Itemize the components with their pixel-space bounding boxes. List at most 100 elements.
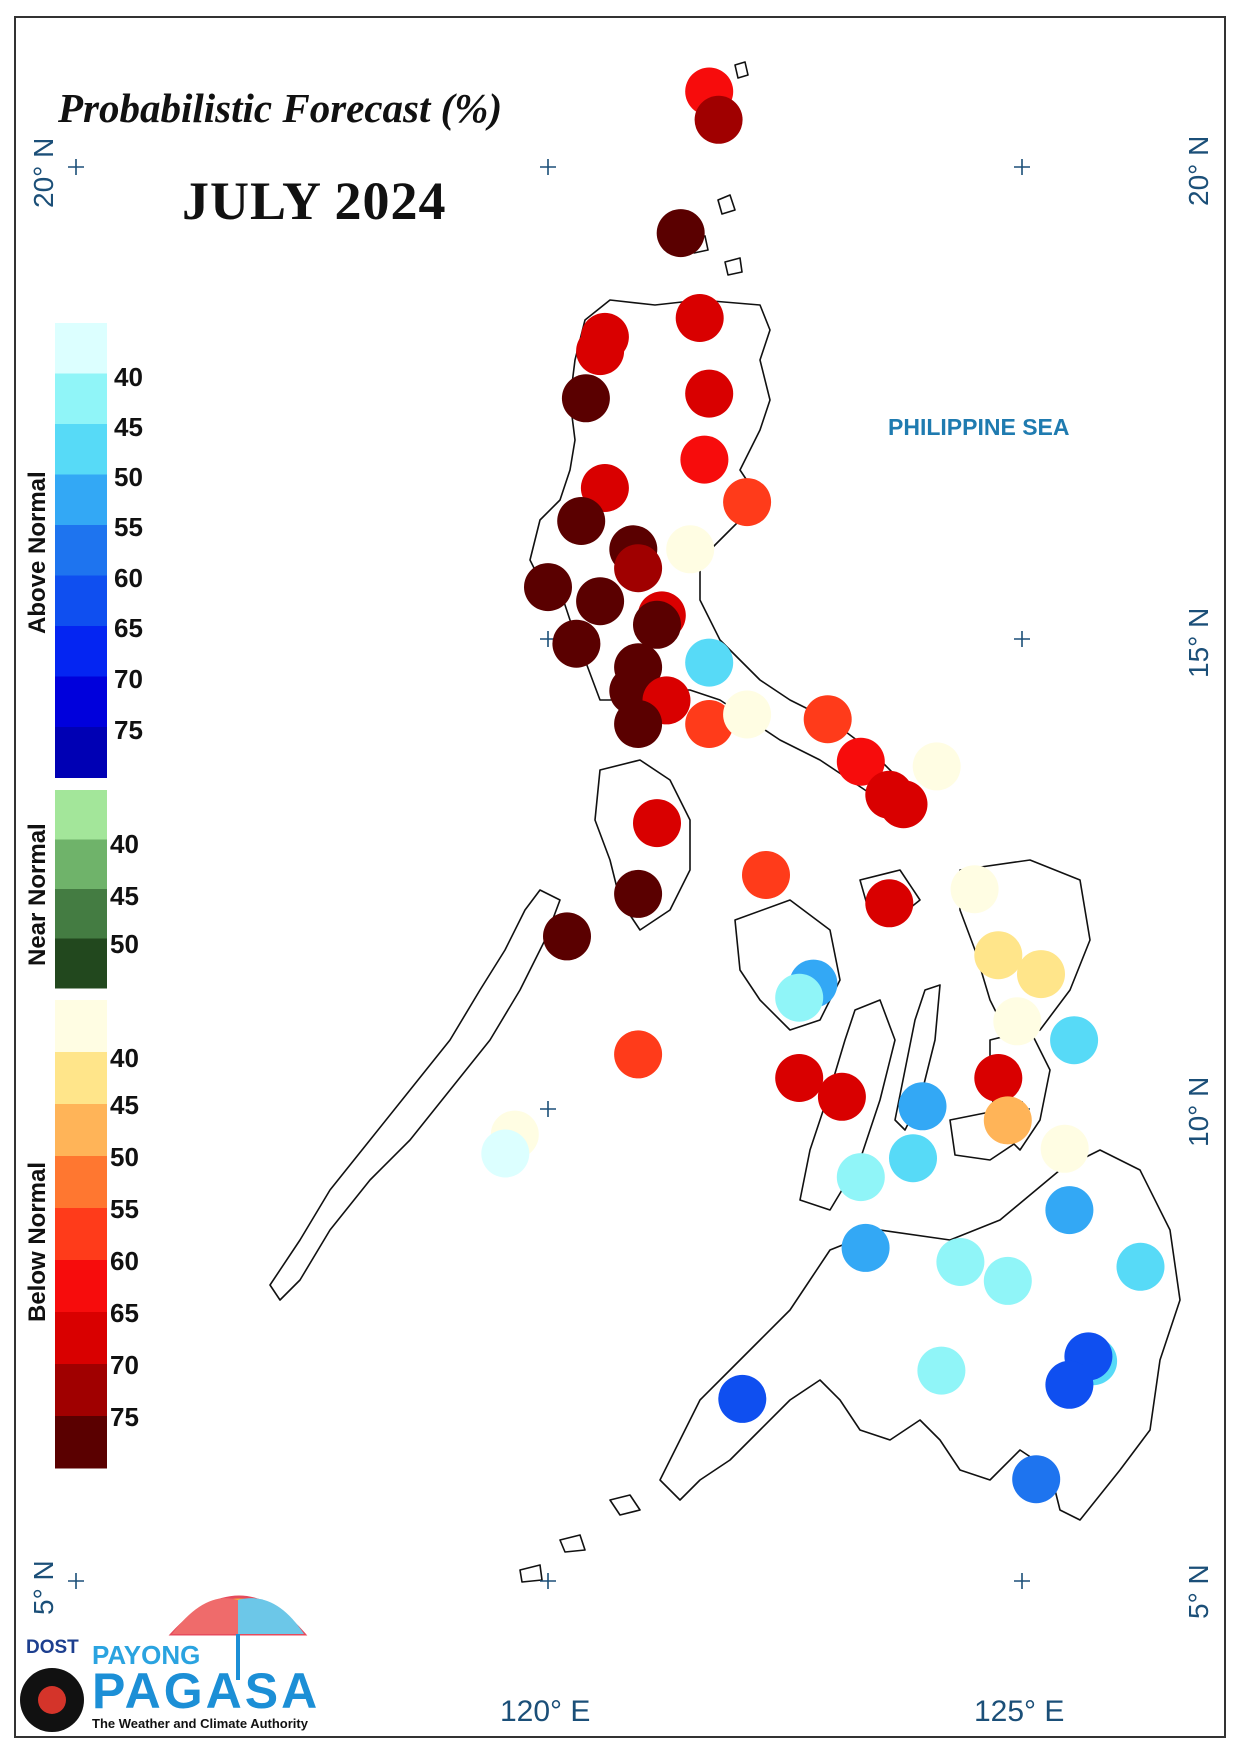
legend-tick: 60	[114, 563, 143, 593]
legend-swatch	[55, 1260, 107, 1313]
graticule-cross	[68, 159, 84, 175]
station-marker	[1012, 1455, 1061, 1504]
station-marker	[865, 879, 914, 928]
lon-label-120: 120° E	[500, 1695, 591, 1728]
station-marker	[481, 1129, 530, 1178]
station-marker	[614, 700, 663, 748]
legend-tick: 55	[114, 512, 143, 542]
station-marker	[680, 435, 729, 484]
logo-dost-text: DOST	[26, 1637, 79, 1658]
legend-tick: 75	[114, 715, 143, 745]
station-marker	[974, 1054, 1023, 1102]
lat-label-20-left: 20° N	[28, 137, 59, 208]
station-marker	[723, 690, 772, 739]
legend-below-normal-label: Below Normal	[24, 1161, 51, 1322]
station-marker	[685, 369, 734, 418]
station-marker	[580, 464, 629, 512]
legend-tick: 65	[114, 613, 143, 643]
station-marker	[694, 95, 743, 144]
station-marker	[561, 374, 610, 423]
legend-tick: 75	[110, 1402, 139, 1432]
northern-islands	[689, 61, 749, 276]
station-marker	[879, 780, 928, 829]
station-marker	[1116, 1242, 1165, 1291]
logo-tagline: The Weather and Climate Authority	[92, 1716, 308, 1731]
graticule-cross	[540, 159, 556, 175]
legend-tick: 40	[110, 1043, 139, 1073]
legend-tick: 45	[110, 881, 139, 911]
station-marker	[685, 700, 734, 748]
lat-label-5-left: 5° N	[28, 1560, 59, 1615]
legend-swatch	[55, 575, 107, 627]
station-marker	[1040, 1124, 1089, 1173]
legend-tick: 40	[110, 829, 139, 859]
station-marker	[836, 737, 885, 786]
station-marker	[557, 497, 606, 545]
mindanao-outline	[659, 1149, 1181, 1521]
station-marker	[524, 563, 572, 612]
station-marker	[614, 869, 663, 918]
station-marker	[576, 327, 625, 376]
legend-swatch	[55, 626, 107, 677]
station-marker	[685, 638, 734, 687]
station-marker	[666, 525, 715, 574]
legend-tick: 45	[114, 412, 143, 442]
legend-swatch	[55, 1416, 107, 1469]
logo-pagasa-text: PAGASA	[92, 1663, 321, 1719]
station-marker	[1045, 1186, 1094, 1235]
station-marker	[898, 1082, 947, 1131]
graticule-cross	[540, 1101, 556, 1117]
legend-swatch	[55, 1364, 107, 1417]
legend-tick: 40	[114, 362, 143, 392]
sulu-islands	[519, 1494, 641, 1583]
station-marker	[614, 544, 663, 593]
logo-payong-text: PAYONG	[92, 1640, 201, 1670]
station-marker	[775, 973, 824, 1022]
station-marker	[633, 600, 681, 649]
legend-swatch	[55, 1312, 107, 1365]
station-marker	[836, 1153, 885, 1202]
station-marker	[917, 1346, 966, 1395]
legend-tick: 65	[110, 1298, 139, 1328]
station-marker	[543, 912, 591, 961]
lat-label-20-right: 20° N	[1183, 135, 1214, 206]
legend-tick: 50	[110, 929, 139, 959]
legend-swatch	[55, 839, 107, 890]
legend-swatch	[55, 1000, 107, 1053]
station-marker	[742, 851, 790, 899]
legend-swatch	[55, 676, 107, 728]
station-marker	[936, 1238, 985, 1286]
legend-swatch	[55, 889, 107, 939]
station-marker	[614, 1030, 663, 1079]
graticule-cross	[68, 1573, 84, 1589]
station-marker	[817, 1072, 866, 1121]
station-marker	[675, 294, 724, 342]
forecast-period: JULY 2024	[182, 171, 447, 231]
legend-swatch	[55, 1156, 107, 1209]
legend-tick: 70	[114, 664, 143, 694]
station-marker	[1045, 1360, 1094, 1409]
legend-swatch	[55, 1104, 107, 1157]
legend-above-normal-label: Above Normal	[24, 471, 51, 634]
legend-tick: 50	[114, 462, 143, 492]
station-marker	[841, 1223, 890, 1272]
station-marker	[983, 1096, 1032, 1145]
legend-swatch	[55, 727, 107, 778]
pagasa-logo-graphic	[20, 1595, 308, 1732]
station-marker	[656, 209, 705, 258]
legend-swatch	[55, 424, 107, 475]
station-marker	[912, 742, 961, 791]
graticule-cross	[1014, 1573, 1030, 1589]
legend-color-bar	[55, 323, 107, 1469]
forecast-title: Probabilistic Forecast (%)	[58, 85, 503, 131]
legend-swatch	[55, 790, 107, 840]
legend-swatch	[55, 373, 107, 425]
legend-swatch	[55, 1052, 107, 1105]
station-marker	[1050, 1016, 1099, 1065]
legend-swatch	[55, 525, 107, 576]
lat-label-10-right: 10° N	[1183, 1076, 1214, 1147]
legend-tick: 55	[110, 1194, 139, 1224]
lat-label-5-right: 5° N	[1183, 1564, 1214, 1619]
station-marker	[803, 695, 852, 744]
